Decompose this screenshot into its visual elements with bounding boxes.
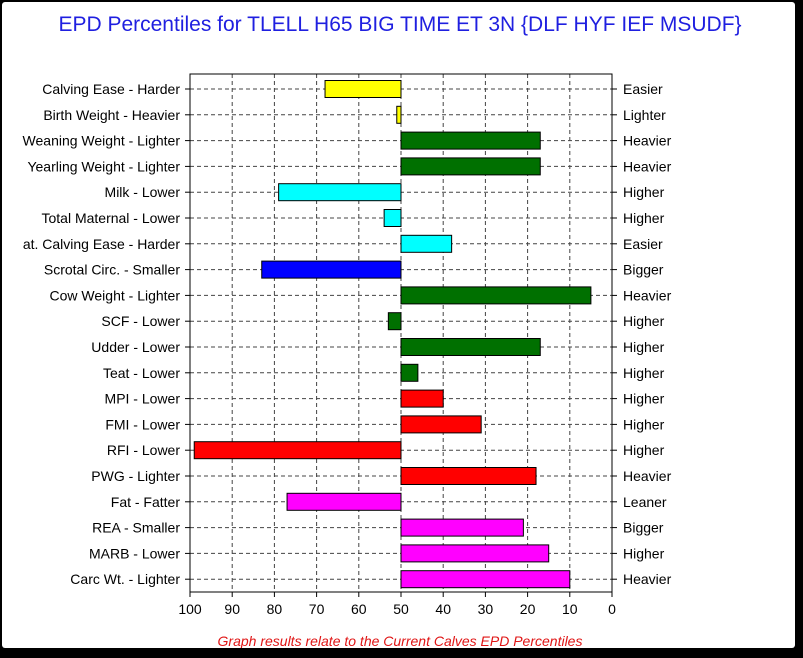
bar [400,363,419,382]
category-label: PWG - Lighter [91,468,180,484]
direction-label: Leaner [623,494,667,510]
category-label: MPI - Lower [105,391,181,407]
x-tick-label: 10 [562,601,578,617]
x-tick-label: 0 [608,601,616,617]
direction-label: Easier [623,236,663,252]
category-label: Carc Wt. - Lighter [70,571,180,587]
x-tick-label: 30 [478,601,494,617]
direction-label: Higher [623,442,665,458]
category-label: Scrotal Circ. - Smaller [44,262,180,278]
direction-label: Easier [623,81,663,97]
category-label: Weaning Weight - Lighter [23,133,181,149]
category-label: MARB - Lower [89,545,180,561]
bar [400,544,550,563]
x-tick-label: 70 [309,601,325,617]
chart-frame: EPD Percentiles for TLELL H65 BIG TIME E… [2,2,795,648]
category-label: at. Calving Ease - Harder [23,236,181,252]
bar [193,441,402,460]
bar [400,415,482,434]
x-tick-label: 80 [267,601,283,617]
x-tick-label: 100 [178,601,202,617]
category-label: Total Maternal - Lower [41,210,180,226]
bar [400,234,453,253]
bar [387,312,402,331]
bar [278,183,402,202]
direction-label: Heavier [623,158,672,174]
bar [400,286,592,305]
direction-label: Bigger [623,262,664,278]
direction-label: Higher [623,313,665,329]
category-label: REA - Smaller [92,520,180,536]
plot-border [189,73,613,593]
chart-footnote: Graph results relate to the Current Calv… [218,633,583,648]
x-tick-label: 90 [224,601,240,617]
direction-label: Lighter [623,107,666,123]
direction-label: Higher [623,210,665,226]
grid-layer [185,74,617,597]
category-label: Udder - Lower [91,339,180,355]
bar [383,209,402,227]
direction-label: Higher [623,184,665,200]
bar [261,260,402,279]
bar [400,467,537,485]
bar [400,570,571,589]
category-label: Fat - Fatter [111,494,181,510]
bar [400,518,524,537]
chart-svg: EPD Percentiles for TLELL H65 BIG TIME E… [23,13,742,648]
x-tick-label: 60 [351,601,367,617]
category-label: Yearling Weight - Lighter [27,158,180,174]
category-label: Milk - Lower [105,184,181,200]
x-tick-label: 40 [435,601,451,617]
bar [400,157,541,176]
direction-label: Bigger [623,520,664,536]
category-label: SCF - Lower [101,313,180,329]
chart-title: EPD Percentiles for TLELL H65 BIG TIME E… [58,13,741,36]
category-label: Birth Weight - Heavier [43,107,180,123]
category-label: FMI - Lower [105,416,180,432]
direction-label: Higher [623,339,665,355]
bar [286,492,402,511]
direction-label: Heavier [623,468,672,484]
direction-label: Higher [623,545,665,561]
direction-label: Heavier [623,571,672,587]
bar [400,131,541,150]
bar [324,80,402,98]
x-tick-label: 50 [393,601,409,617]
direction-label: Higher [623,365,665,381]
x-tick-label: 20 [520,601,536,617]
bar [400,338,541,356]
direction-label: Heavier [623,287,672,303]
category-label: Cow Weight - Lighter [50,287,181,303]
category-label: Calving Ease - Harder [42,81,180,97]
direction-label: Higher [623,416,665,432]
direction-label: Heavier [623,133,672,149]
bar-layer [193,80,592,589]
direction-label: Higher [623,391,665,407]
category-label: RFI - Lower [107,442,180,458]
bar [396,105,402,124]
bar [400,389,444,408]
category-label: Teat - Lower [103,365,180,381]
